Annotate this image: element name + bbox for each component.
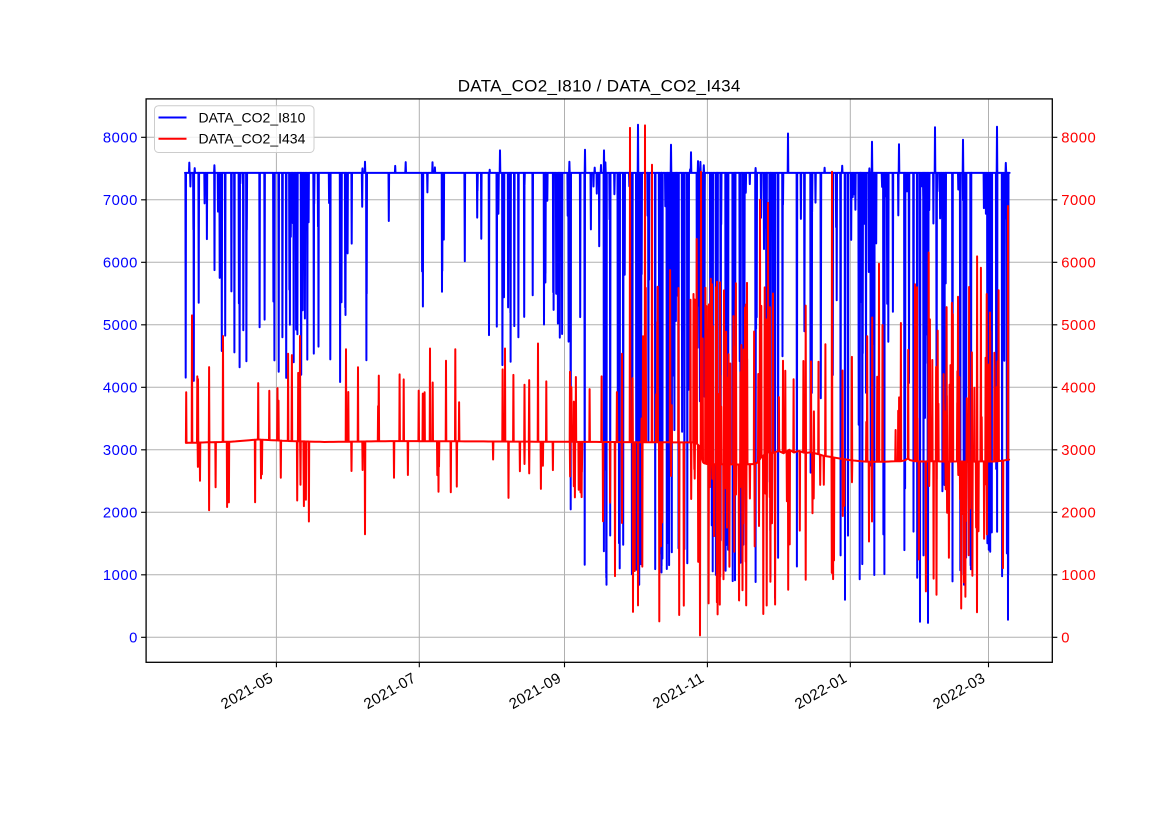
svg-text:3000: 3000	[103, 443, 138, 459]
svg-text:1000: 1000	[1061, 568, 1096, 584]
svg-text:5000: 5000	[1061, 318, 1096, 334]
svg-text:1000: 1000	[103, 568, 138, 584]
svg-text:5000: 5000	[103, 318, 138, 334]
svg-text:0: 0	[1061, 631, 1070, 647]
svg-text:7000: 7000	[1061, 193, 1096, 209]
svg-text:2000: 2000	[1061, 506, 1096, 522]
svg-text:8000: 8000	[1061, 131, 1096, 147]
svg-text:4000: 4000	[1061, 381, 1096, 397]
svg-text:0: 0	[129, 631, 138, 647]
svg-text:DATA_CO2_I810 / DATA_CO2_I434: DATA_CO2_I810 / DATA_CO2_I434	[458, 76, 741, 95]
svg-text:DATA_CO2_I434: DATA_CO2_I434	[199, 131, 306, 147]
svg-text:6000: 6000	[103, 256, 138, 272]
svg-text:6000: 6000	[1061, 256, 1096, 272]
svg-text:4000: 4000	[103, 381, 138, 397]
svg-text:DATA_CO2_I810: DATA_CO2_I810	[199, 109, 306, 125]
svg-text:3000: 3000	[1061, 443, 1096, 459]
svg-text:8000: 8000	[103, 131, 138, 147]
svg-text:2000: 2000	[103, 506, 138, 522]
svg-text:7000: 7000	[103, 193, 138, 209]
